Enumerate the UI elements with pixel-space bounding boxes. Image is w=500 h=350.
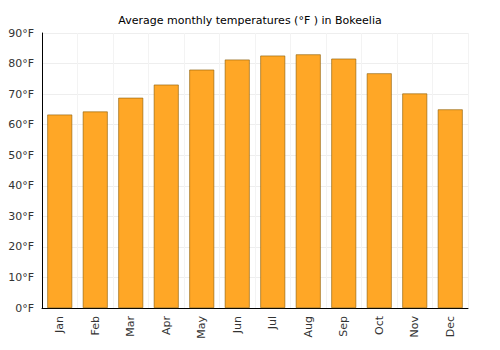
svg-text:30°F: 30°F	[8, 210, 34, 223]
svg-text:Feb: Feb	[89, 316, 102, 335]
svg-text:40°F: 40°F	[8, 179, 34, 192]
svg-text:Nov: Nov	[408, 316, 421, 338]
svg-text:50°F: 50°F	[8, 149, 34, 162]
svg-text:Oct: Oct	[373, 315, 386, 335]
svg-text:80°F: 80°F	[8, 57, 34, 70]
svg-text:Average monthly temperatures (: Average monthly temperatures (°F ) in Bo…	[118, 14, 381, 27]
svg-text:Apr: Apr	[160, 316, 173, 336]
svg-text:20°F: 20°F	[8, 240, 34, 253]
svg-text:90°F: 90°F	[8, 27, 34, 40]
svg-text:Dec: Dec	[444, 316, 457, 337]
svg-text:60°F: 60°F	[8, 118, 34, 131]
svg-text:0°F: 0°F	[15, 302, 34, 315]
svg-text:Aug: Aug	[302, 316, 315, 337]
svg-text:Jul: Jul	[266, 316, 279, 330]
svg-text:70°F: 70°F	[8, 88, 34, 101]
svg-text:10°F: 10°F	[8, 271, 34, 284]
svg-text:Jun: Jun	[231, 316, 244, 334]
svg-text:Sep: Sep	[337, 316, 350, 337]
svg-text:Mar: Mar	[124, 316, 137, 337]
svg-text:Jan: Jan	[53, 316, 66, 334]
svg-text:May: May	[195, 316, 208, 339]
